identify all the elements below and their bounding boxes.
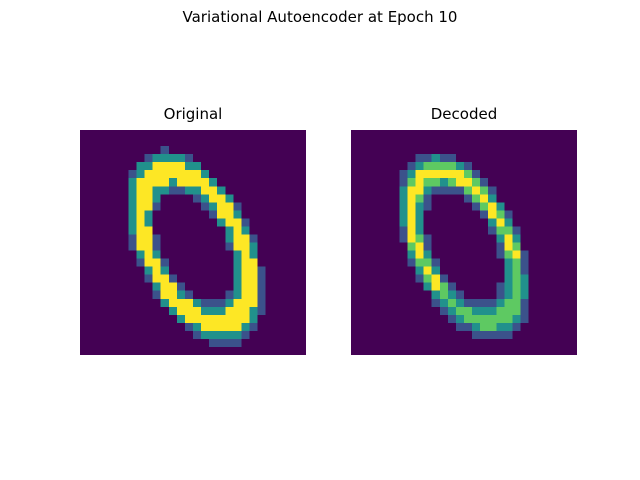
- decoded-digit-image: [351, 130, 577, 355]
- figure-title: Variational Autoencoder at Epoch 10: [182, 8, 458, 26]
- decoded-panel: Decoded: [351, 104, 577, 355]
- original-digit-image: [80, 130, 306, 355]
- decoded-panel-title: Decoded: [430, 105, 498, 123]
- original-panel-title: Original: [163, 105, 223, 123]
- original-panel: Original: [80, 104, 306, 355]
